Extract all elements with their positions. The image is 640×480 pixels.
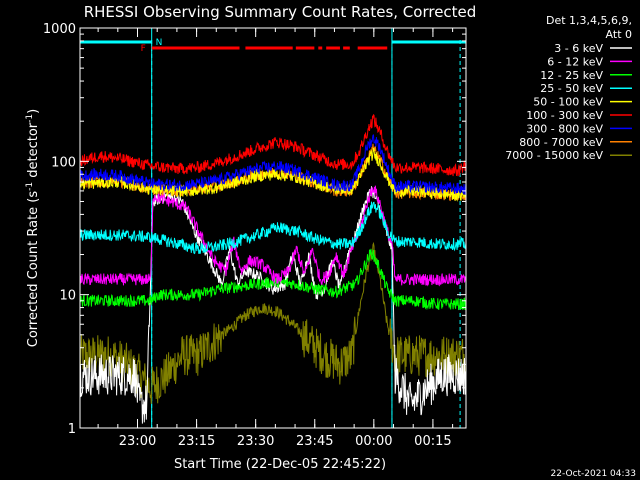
y-tick-label: 100 <box>51 155 76 170</box>
plot-area: NF <box>79 28 467 428</box>
x-tick-label: 00:15 <box>414 434 451 449</box>
x-tick-label: 00:00 <box>355 434 392 449</box>
legend-label: 300 - 800 keV <box>526 122 603 135</box>
x-tick-label: 23:30 <box>237 434 274 449</box>
y-axis-label: Corrected Count Rate (s-1 detector-1) <box>25 109 41 347</box>
y-tick-label: 1 <box>68 422 76 437</box>
legend-label: 25 - 50 keV <box>540 82 603 95</box>
legend-label: 12 - 25 keV <box>540 69 603 82</box>
series-line-3-6 <box>79 186 467 424</box>
footer-timestamp: 22-Oct-2021 04:33 <box>551 469 636 479</box>
y-tick-label: 1000 <box>43 22 76 37</box>
y-axis-label-sup1: -1 <box>25 182 35 191</box>
y-axis-label-part1: Corrected Count Rate (s <box>26 191 41 348</box>
y-axis-label-part3: ) <box>26 109 41 114</box>
x-tick-label: 23:15 <box>178 434 215 449</box>
legend-label: 3 - 6 keV <box>554 42 603 55</box>
y-tick-label: 10 <box>59 289 76 304</box>
y-axis-label-sup2: -1 <box>25 114 35 123</box>
legend-header-line1: Det 1,3,4,5,6,9, <box>546 14 632 27</box>
night-flag-label: N <box>156 38 163 48</box>
y-axis-label-group: Corrected Count Rate (s-1 detector-1) <box>25 109 41 347</box>
series-line-6-12 <box>79 185 467 287</box>
legend-label: 100 - 300 keV <box>526 109 603 122</box>
legend-header-line2: Att 0 <box>606 28 632 41</box>
series-line-300-800 <box>79 134 467 195</box>
plot-frame <box>79 27 467 429</box>
y-axis-label-part2: detector <box>26 122 41 182</box>
x-tick-label: 23:00 <box>119 434 156 449</box>
x-tick-label: 23:45 <box>296 434 333 449</box>
chart-title: RHESSI Observing Summary Count Rates, Co… <box>84 3 477 21</box>
series-line-25-50 <box>79 201 467 255</box>
legend-label: 6 - 12 keV <box>547 55 603 68</box>
axes: 23:00 23:15 23:30 23:45 00:00 00:15 1 10 100 1000 <box>43 22 466 449</box>
flare-flag-label: F <box>141 44 146 54</box>
series-line-7000-15000 <box>79 241 467 404</box>
legend-label: 800 - 7000 keV <box>519 136 603 149</box>
legend-label: 7000 - 15000 keV <box>505 149 603 162</box>
series-line-100-300 <box>79 113 467 177</box>
x-axis-label: Start Time (22-Dec-05 22:45:22) <box>174 457 386 472</box>
series-line-12-25 <box>79 248 467 311</box>
legend-label: 50 - 100 keV <box>533 96 603 109</box>
